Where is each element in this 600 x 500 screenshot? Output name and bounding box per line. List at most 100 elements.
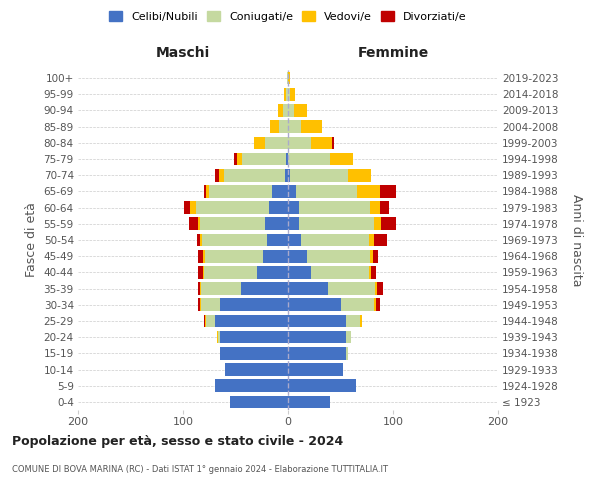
Bar	[341, 298, 374, 311]
Bar	[198, 298, 200, 311]
Bar	[288, 72, 290, 85]
Bar	[288, 202, 299, 214]
Legend: Celibi/Nubili, Coniugati/e, Vedovi/e, Divorziati/e: Celibi/Nubili, Coniugati/e, Vedovi/e, Di…	[106, 8, 470, 25]
Bar	[361, 314, 362, 328]
Bar	[184, 202, 190, 214]
Bar	[218, 169, 224, 181]
Bar	[307, 250, 370, 262]
Y-axis label: Anni di nascita: Anni di nascita	[570, 194, 583, 286]
Bar	[285, 169, 288, 181]
Bar	[201, 298, 220, 311]
Bar	[288, 185, 296, 198]
Bar	[288, 152, 330, 166]
Bar	[288, 250, 307, 262]
Bar	[263, 250, 288, 262]
Bar	[374, 298, 376, 311]
Bar	[200, 298, 201, 311]
Bar	[286, 88, 288, 101]
Bar	[277, 104, 283, 117]
Bar	[220, 298, 288, 311]
Bar	[288, 218, 299, 230]
Bar	[373, 250, 379, 262]
Bar	[220, 347, 288, 360]
Bar	[204, 185, 206, 198]
Bar	[332, 136, 334, 149]
Bar	[288, 266, 311, 278]
Bar	[236, 152, 242, 166]
Bar	[197, 234, 200, 246]
Bar	[374, 218, 382, 230]
Bar	[369, 234, 374, 246]
Bar	[296, 185, 358, 198]
Bar	[202, 234, 267, 246]
Bar	[288, 363, 343, 376]
Bar	[241, 282, 288, 295]
Bar	[203, 250, 205, 262]
Bar	[206, 185, 209, 198]
Bar	[288, 120, 301, 133]
Bar	[380, 202, 389, 214]
Bar	[290, 169, 348, 181]
Bar	[371, 266, 376, 278]
Bar	[205, 314, 206, 328]
Bar	[190, 202, 196, 214]
Bar	[200, 218, 265, 230]
Bar	[254, 136, 265, 149]
Bar	[295, 104, 307, 117]
Bar	[375, 282, 377, 295]
Bar	[330, 152, 353, 166]
Bar	[369, 266, 371, 278]
Bar	[358, 185, 380, 198]
Bar	[220, 331, 288, 344]
Bar	[200, 282, 201, 295]
Bar	[301, 120, 322, 133]
Bar	[288, 104, 295, 117]
Bar	[272, 185, 288, 198]
Bar	[374, 234, 387, 246]
Bar	[204, 266, 257, 278]
Bar	[242, 152, 286, 166]
Bar	[205, 250, 263, 262]
Bar	[377, 282, 383, 295]
Bar	[215, 314, 288, 328]
Bar	[288, 298, 341, 311]
Bar	[288, 234, 301, 246]
Bar	[299, 218, 374, 230]
Bar	[370, 250, 373, 262]
Bar	[209, 185, 272, 198]
Bar	[200, 234, 202, 246]
Bar	[380, 185, 396, 198]
Bar	[215, 169, 218, 181]
Bar	[225, 363, 288, 376]
Bar	[346, 331, 351, 344]
Bar	[196, 202, 269, 214]
Bar	[328, 282, 375, 295]
Bar	[198, 218, 200, 230]
Bar	[288, 380, 356, 392]
Bar	[235, 152, 236, 166]
Bar	[190, 218, 198, 230]
Bar	[215, 380, 288, 392]
Bar	[348, 169, 371, 181]
Bar	[283, 104, 288, 117]
Bar	[217, 331, 218, 344]
Bar	[346, 347, 348, 360]
Bar	[203, 266, 204, 278]
Bar	[288, 136, 311, 149]
Text: COMUNE DI BOVA MARINA (RC) - Dati ISTAT 1° gennaio 2024 - Elaborazione TUTTITALI: COMUNE DI BOVA MARINA (RC) - Dati ISTAT …	[12, 465, 388, 474]
Bar	[284, 88, 286, 101]
Bar	[370, 202, 380, 214]
Bar	[286, 152, 288, 166]
Bar	[288, 169, 290, 181]
Bar	[267, 234, 288, 246]
Bar	[288, 314, 346, 328]
Text: Femmine: Femmine	[358, 46, 428, 60]
Bar	[288, 331, 346, 344]
Bar	[288, 347, 346, 360]
Bar	[198, 266, 203, 278]
Bar	[218, 331, 220, 344]
Bar	[288, 396, 330, 408]
Bar	[311, 136, 332, 149]
Bar	[376, 298, 380, 311]
Bar	[288, 88, 290, 101]
